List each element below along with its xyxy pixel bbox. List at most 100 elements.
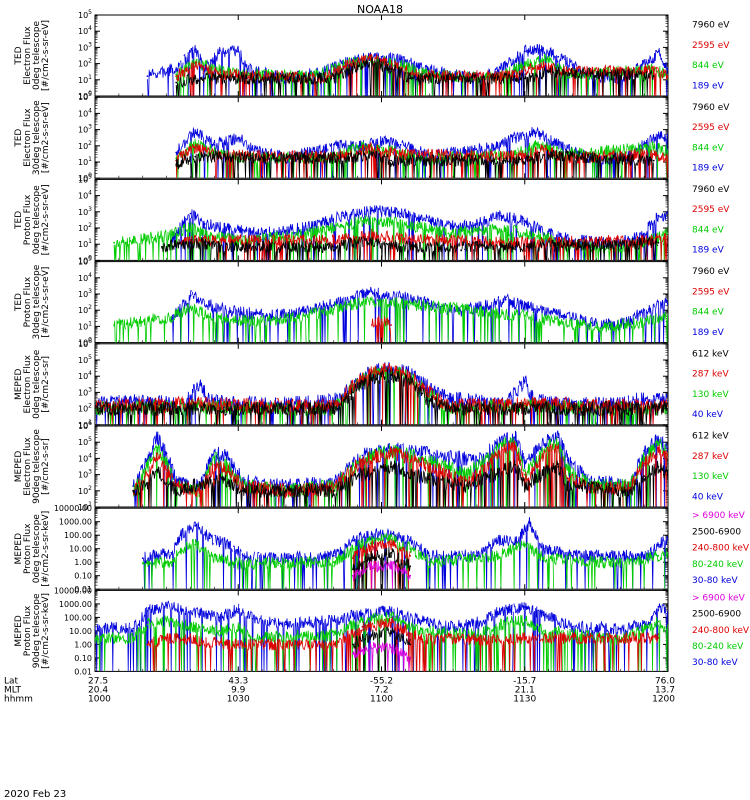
y-axis-label-line: Proton Flux (23, 194, 33, 245)
data-point (194, 77, 197, 80)
data-point (180, 547, 182, 550)
data-point (227, 482, 230, 484)
x-tick-label: 21.1 (515, 685, 535, 695)
data-point (371, 371, 373, 373)
data-point (557, 55, 560, 58)
data-point (543, 147, 545, 150)
channel-label: 189 eV (692, 328, 725, 338)
data-point (523, 407, 526, 410)
y-tick-label: 105 (78, 354, 92, 365)
data-point (523, 50, 526, 53)
panel-3: 100 101 102 103 104 105 TEDProton Flux0deg tel… (14, 173, 730, 265)
data-point (552, 140, 555, 143)
data-point (533, 130, 536, 133)
channel-label: 2595 eV (692, 287, 730, 297)
data-point (523, 380, 526, 382)
data-point (371, 647, 373, 650)
data-point (667, 150, 668, 153)
data-point (667, 446, 668, 448)
data-point (428, 400, 431, 402)
data-point (504, 468, 507, 471)
data-point (390, 221, 392, 223)
data-point (667, 216, 668, 219)
data-point (189, 625, 192, 628)
data-point (371, 324, 373, 326)
series-trace (95, 368, 668, 425)
data-point (151, 236, 154, 239)
data-point (619, 246, 622, 248)
data-point (132, 485, 135, 487)
data-point (165, 619, 168, 622)
x-tick-label: 9.9 (231, 685, 246, 695)
data-point (466, 485, 469, 487)
data-point (371, 290, 373, 293)
data-point (371, 239, 373, 242)
data-point (667, 68, 668, 70)
channel-label: 189 eV (692, 81, 725, 91)
data-point (447, 625, 450, 628)
data-point (237, 608, 240, 611)
data-point (409, 547, 412, 550)
data-point (132, 627, 135, 630)
channel-label: > 6900 keV (692, 593, 746, 603)
data-point (332, 489, 335, 492)
data-point (352, 568, 354, 571)
data-point (227, 470, 230, 473)
y-tick-label: 10.00 (69, 545, 92, 554)
data-point (552, 320, 555, 322)
y-tick-label: 101 (78, 238, 92, 249)
data-point (538, 64, 540, 66)
data-point (242, 554, 244, 557)
data-point (213, 457, 216, 460)
data-point (652, 75, 655, 77)
data-point (528, 159, 531, 162)
data-point (132, 489, 135, 492)
data-point (227, 457, 230, 460)
data-point (619, 554, 622, 557)
y-axis-label-line: TED (14, 293, 24, 312)
data-point (175, 75, 178, 77)
y-tick-label: 102 (78, 140, 92, 151)
data-point (657, 637, 660, 639)
channel-label: > 6900 keV (692, 511, 746, 521)
data-point (643, 457, 645, 460)
data-point (342, 214, 345, 217)
data-point (557, 442, 560, 445)
data-point (342, 155, 345, 158)
y-tick-label: 101 (78, 156, 92, 167)
y-axis-label: MEPEDElectron Flux90deg telescope[#/cm2-… (14, 429, 51, 504)
y-tick-label: 0.01 (74, 667, 92, 676)
data-point (194, 524, 197, 527)
data-point (218, 52, 221, 54)
data-point (390, 68, 392, 70)
y-axis-label-line: TED (14, 46, 24, 65)
data-point (466, 473, 469, 476)
data-point (495, 554, 497, 557)
y-tick-label: 104 (78, 370, 92, 381)
data-point (189, 402, 192, 405)
data-point (409, 77, 412, 80)
data-point (371, 209, 373, 212)
data-point (409, 657, 412, 659)
data-point (165, 468, 168, 471)
data-point (332, 554, 335, 557)
data-point (428, 220, 431, 223)
data-point (667, 157, 668, 160)
y-tick-label: 10000.00 (54, 504, 92, 513)
channel-label: 130 keV (692, 472, 729, 482)
data-point (189, 226, 192, 228)
data-point (657, 438, 660, 441)
y-axis-label-line: [#/cm2-s-sr-eV] (41, 20, 51, 91)
data-point (380, 55, 383, 58)
data-point (557, 446, 560, 448)
data-point (523, 404, 526, 407)
data-point (648, 308, 650, 311)
data-point (418, 630, 421, 632)
data-point (495, 539, 497, 542)
data-point (652, 136, 655, 139)
y-tick-label: 105 (78, 436, 92, 447)
y-tick-label: 1.00 (74, 558, 92, 567)
panel-2: 100 101 102 103 104 105 TEDElectron Flux30deg … (14, 91, 730, 183)
y-axis-label-line: MEPED (14, 368, 24, 400)
data-point (500, 610, 502, 612)
